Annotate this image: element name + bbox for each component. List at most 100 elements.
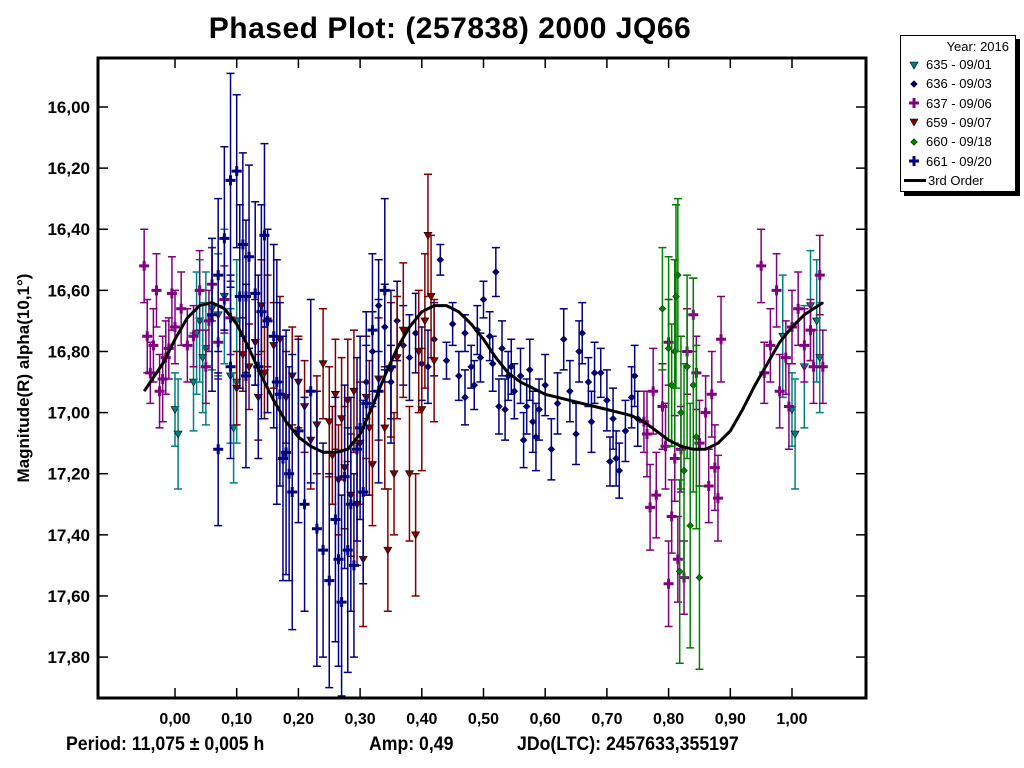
- legend-marker-icon: [909, 61, 919, 70]
- legend-item: 660 - 09/18: [906, 133, 992, 150]
- data-point: [522, 402, 531, 411]
- legend-marker-icon: [909, 119, 919, 127]
- data-point: [424, 362, 432, 371]
- data-point: [398, 326, 408, 335]
- data-point: [572, 430, 580, 438]
- data-point: [814, 270, 825, 281]
- x-tick-label: 1,00: [776, 711, 807, 728]
- x-tick-label: 0,40: [406, 711, 437, 728]
- data-point: [675, 567, 684, 576]
- data-point: [648, 386, 659, 397]
- legend-item: 635 - 09/01: [906, 56, 992, 73]
- data-point: [188, 331, 199, 342]
- data-point: [519, 436, 528, 444]
- data-point: [603, 396, 611, 405]
- legend-item: 637 - 09/06: [906, 95, 992, 112]
- y-tick-label: 16,80: [47, 342, 90, 361]
- data-point: [238, 351, 248, 360]
- data-point: [689, 381, 698, 389]
- legend-label: 661 - 09/20: [926, 153, 992, 169]
- data-point: [417, 406, 427, 415]
- chart-title: Phased Plot: (257838) 2000 JQ66: [208, 12, 692, 45]
- data-point: [587, 417, 596, 426]
- data-point: [404, 470, 414, 479]
- data-point: [231, 166, 242, 177]
- data-point: [910, 137, 918, 146]
- data-point: [262, 315, 273, 326]
- y-tick-label: 16,00: [47, 98, 90, 117]
- data-point: [627, 393, 636, 402]
- data-point: [213, 270, 224, 281]
- y-tick-label: 17,60: [47, 587, 90, 606]
- y-tick-label: 17,20: [47, 465, 90, 484]
- x-tick-label: 0,20: [283, 711, 314, 728]
- data-point: [578, 329, 587, 337]
- data-point: [774, 386, 785, 397]
- data-point: [615, 466, 624, 475]
- data-point: [666, 511, 677, 522]
- data-point: [361, 398, 372, 409]
- data-marks: [139, 72, 828, 697]
- data-point: [240, 370, 251, 381]
- data-point: [706, 389, 717, 400]
- data-point: [142, 331, 153, 342]
- data-point: [771, 285, 782, 296]
- data-point: [672, 554, 683, 565]
- data-point: [645, 502, 656, 513]
- data-point: [621, 427, 630, 435]
- data-point: [198, 354, 208, 363]
- data-point: [663, 578, 674, 589]
- data-point: [612, 454, 621, 463]
- jdo-label: JDo(LTC): 2457633,355197: [517, 734, 739, 755]
- data-point: [695, 573, 704, 582]
- data-point: [501, 405, 509, 414]
- data-point: [780, 352, 791, 363]
- x-tick-label: 0,70: [591, 711, 622, 728]
- data-point: [436, 255, 445, 264]
- data-point: [426, 293, 436, 302]
- y-tick-label: 17,00: [47, 404, 90, 423]
- data-point: [148, 340, 159, 351]
- data-point: [299, 499, 310, 510]
- legend-label: 637 - 09/06: [926, 95, 992, 111]
- data-point: [532, 433, 540, 441]
- legend-item: 661 - 09/20: [906, 153, 992, 170]
- y-tick-label: 16,40: [47, 220, 90, 239]
- data-point: [244, 363, 254, 372]
- data-point: [491, 268, 500, 276]
- legend-marker-icon: [910, 79, 918, 88]
- data-point: [566, 387, 574, 396]
- data-point: [909, 156, 919, 166]
- data-point: [454, 372, 463, 380]
- data-point: [575, 347, 583, 356]
- data-point: [651, 490, 662, 501]
- data-point: [783, 401, 794, 412]
- data-point: [367, 461, 377, 470]
- data-point: [909, 119, 919, 127]
- data-point: [756, 260, 767, 271]
- x-tick-label: 0,10: [221, 711, 252, 728]
- data-point: [799, 340, 810, 351]
- data-point: [244, 251, 255, 262]
- x-tick-label: 0,60: [530, 711, 561, 728]
- series-636: [362, 243, 642, 499]
- data-point: [596, 369, 605, 377]
- legend-line-icon: [904, 178, 926, 182]
- data-point: [405, 353, 414, 362]
- data-point: [541, 381, 550, 389]
- legend-label: 636 - 09/03: [926, 76, 992, 92]
- legend-marker-icon: [909, 98, 919, 109]
- data-point: [219, 233, 230, 244]
- legend-marker-icon: [909, 156, 919, 166]
- data-point: [909, 98, 919, 109]
- data-point: [658, 304, 667, 313]
- x-axis: 0,00 0,10 0,20 0,30 0,40 0,50 0,60 0,70 0,80 0,90…: [159, 58, 808, 728]
- data-point: [507, 362, 516, 371]
- legend-item-fit: 3rd Order: [904, 172, 984, 189]
- data-point: [170, 406, 180, 415]
- y-axis-label: Magnitude(R) alpha(10,1°): [14, 274, 33, 483]
- data-point: [207, 309, 218, 320]
- data-point: [479, 295, 488, 304]
- data-point: [667, 381, 676, 389]
